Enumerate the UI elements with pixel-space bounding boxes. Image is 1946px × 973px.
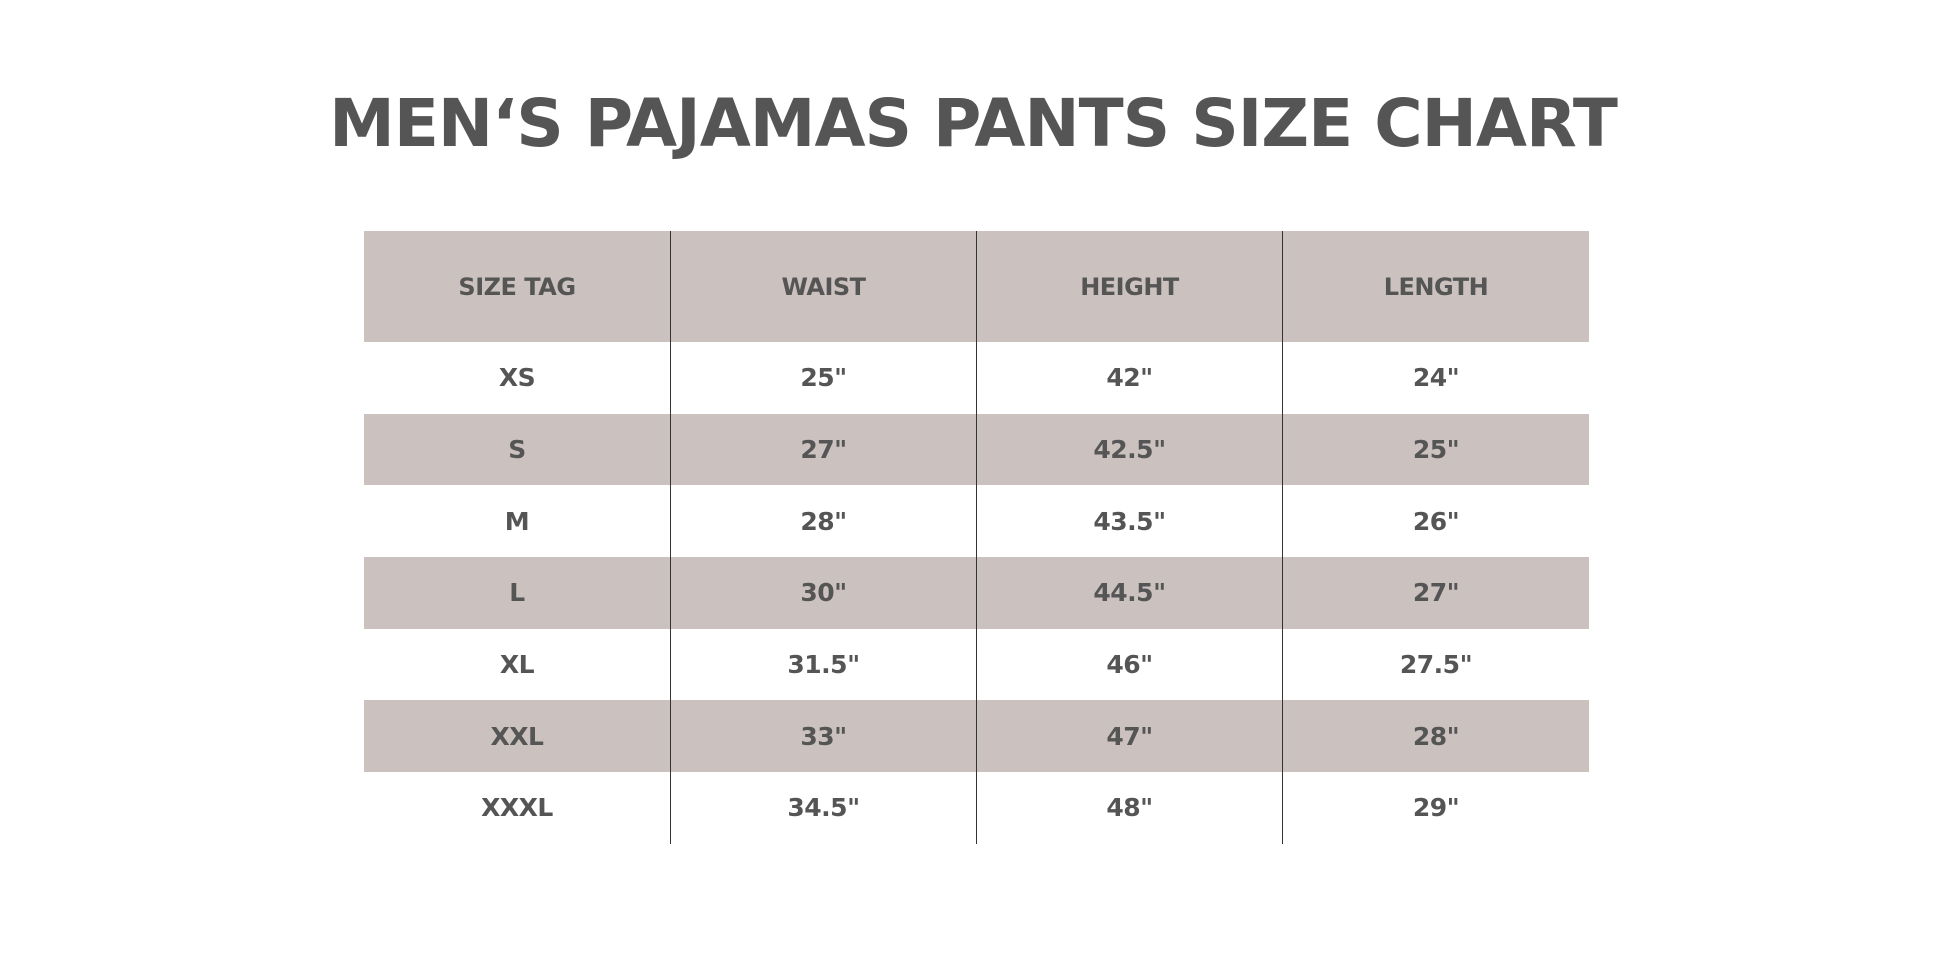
height-cell: 48" bbox=[976, 772, 1282, 844]
height-cell: 42" bbox=[976, 342, 1282, 414]
waist-cell: 33" bbox=[670, 700, 976, 773]
length-cell: 25" bbox=[1282, 413, 1589, 486]
size-chart-table: SIZE TAG WAIST HEIGHT LENGTH XS 25" 42" 24"… bbox=[364, 231, 1589, 844]
size-tag-cell: L bbox=[509, 578, 525, 608]
size-tag-cell: XS bbox=[498, 363, 536, 393]
header-height: HEIGHT bbox=[976, 231, 1282, 342]
height-cell: 47" bbox=[976, 700, 1282, 773]
page-title: MEN‘S PAJAMAS PANTS SIZE CHART bbox=[329, 85, 1618, 162]
waist-cell: 28" bbox=[670, 485, 976, 558]
waist-cell: 30" bbox=[670, 557, 976, 629]
size-tag-cell: S bbox=[508, 435, 526, 465]
waist-cell: 31.5" bbox=[670, 628, 976, 701]
table-row: XL 31.5" 46" 27.5" bbox=[364, 628, 1589, 701]
length-cell: 29" bbox=[1282, 772, 1589, 844]
height-cell: 43.5" bbox=[976, 485, 1282, 558]
waist-cell: 27" bbox=[670, 413, 976, 486]
table-row: XXXL 34.5" 48" 29" bbox=[364, 772, 1589, 844]
table-row: L 30" 44.5" 27" bbox=[364, 557, 1589, 629]
size-tag-cell: XXL bbox=[490, 721, 544, 751]
table-row: XXL 33" 47" 28" bbox=[364, 700, 1589, 773]
height-cell: 42.5" bbox=[976, 413, 1282, 486]
size-tag-cell: XL bbox=[499, 650, 535, 680]
table-row: M 28" 43.5" 26" bbox=[364, 485, 1589, 558]
table-row: XS 25" 42" 24" bbox=[364, 342, 1589, 414]
height-cell: 46" bbox=[976, 628, 1282, 701]
length-cell: 28" bbox=[1282, 700, 1589, 773]
header-waist: WAIST bbox=[670, 231, 976, 342]
length-cell: 27.5" bbox=[1282, 628, 1589, 701]
waist-cell: 34.5" bbox=[670, 772, 976, 844]
length-cell: 24" bbox=[1282, 342, 1589, 414]
header-size-tag: SIZE TAG bbox=[458, 272, 576, 301]
table-row: S 27" 42.5" 25" bbox=[364, 413, 1589, 486]
length-cell: 26" bbox=[1282, 485, 1589, 558]
length-cell: 27" bbox=[1282, 557, 1589, 629]
table-header-row: SIZE TAG WAIST HEIGHT LENGTH bbox=[364, 231, 1589, 342]
size-tag-cell: M bbox=[504, 506, 530, 536]
height-cell: 44.5" bbox=[976, 557, 1282, 629]
waist-cell: 25" bbox=[670, 342, 976, 414]
size-tag-cell: XXXL bbox=[481, 793, 553, 823]
header-length: LENGTH bbox=[1282, 231, 1589, 342]
